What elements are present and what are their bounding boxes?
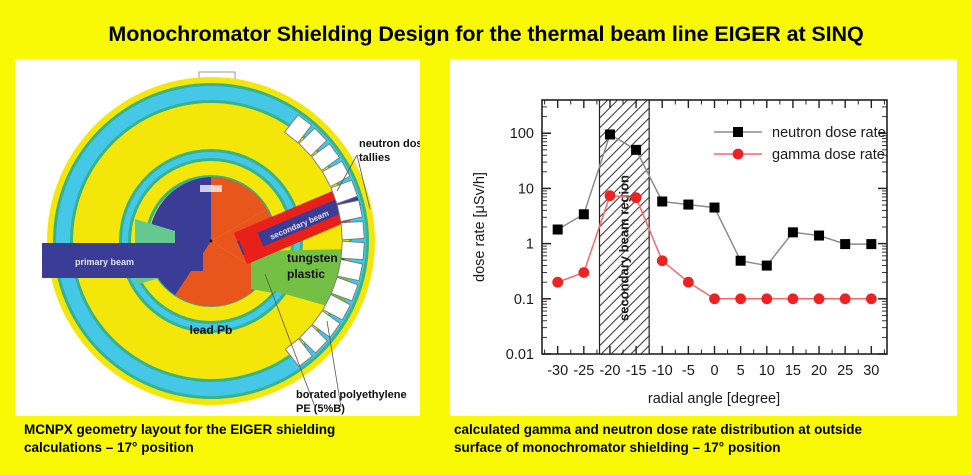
x-tick-label: 25 (837, 363, 853, 379)
data-point-gamma (656, 255, 668, 267)
data-point-neutron (761, 260, 772, 271)
legend-label-gamma: gamma dose rate (772, 147, 885, 163)
tungsten-plastic-wedge (253, 249, 353, 311)
y-tick-label: 1 (526, 237, 534, 253)
neutron-tallies-label-line2: tallies (359, 152, 390, 164)
page-title: Monochromator Shielding Design for the t… (108, 22, 864, 46)
x-tick-label: 15 (785, 363, 801, 379)
lead-label: lead Pb (190, 323, 233, 337)
data-point-neutron (631, 144, 642, 155)
x-tick-label: -10 (652, 363, 673, 379)
dose-rate-chart-panel: secondary beam region -30 -25 -20 -15 -10 -5 0… (450, 59, 957, 416)
tally-cell (321, 160, 351, 188)
data-point-gamma (578, 267, 590, 278)
drum-sector-orange-upper (211, 176, 267, 241)
right-caption-line2: surface of monochromator shielding – 17°… (454, 439, 781, 455)
dose-rate-chart: secondary beam region -30 -25 -20 -15 -10 -5 0… (450, 59, 957, 416)
data-point-neutron (552, 224, 563, 235)
x-tick-label: -15 (626, 363, 647, 379)
left-caption-line1: MCNPX geometry layout for the EIGER shie… (24, 422, 336, 437)
primary-beam-inner (133, 248, 203, 271)
x-tick-label: -5 (682, 363, 695, 379)
drum-sector-orange-bottom (175, 241, 253, 307)
legend-item-neutron: neutron dose rate (714, 125, 886, 141)
data-point-neutron (814, 230, 825, 241)
x-tick-label: 10 (759, 363, 775, 379)
tally-cell (340, 220, 365, 241)
x-tick-label: -20 (599, 363, 620, 379)
data-point-neutron (866, 239, 877, 250)
tally-cell (283, 114, 313, 144)
legend-marker-square (733, 127, 743, 137)
primary-beam-label: primary beam (75, 257, 134, 267)
secondary-beam-step (237, 228, 267, 263)
data-point-gamma (787, 293, 799, 305)
secondary-beam-region-label: secondary beam region (616, 175, 631, 321)
axis-ticks: -30 -25 -20 -15 -10 -5 0 5 10 15 20 25 30 0.01 0.1 1 10 1… (506, 99, 887, 379)
y-tick-label: 0.1 (514, 292, 534, 308)
data-point-gamma (604, 190, 616, 202)
data-point-neutron (604, 129, 615, 140)
y-tick-label: 10 (518, 181, 534, 197)
drum-slot (200, 185, 222, 192)
tally-cell (311, 143, 341, 172)
tungsten-plastic-label-line1: tungsten - (287, 251, 345, 265)
borated-pe-label-line2: PE (5%B) (296, 403, 345, 415)
neutron-dose-tally-array (283, 114, 365, 368)
tally-cell (340, 240, 365, 261)
data-point-neutron (578, 209, 589, 220)
drum-center-mark (209, 239, 213, 243)
x-tick-label: -25 (573, 363, 594, 379)
legend-marker-circle (732, 148, 744, 160)
neutron-tallies-label-line1: neutron dose (359, 138, 420, 150)
chart-legend: neutron dose rate gamma dose rate (714, 125, 886, 163)
x-tick-label: 5 (737, 363, 745, 379)
data-point-gamma (709, 293, 720, 305)
y-tick-label: 100 (510, 126, 534, 142)
data-point-neutron (683, 199, 694, 210)
y-axis-label: dose rate [μSv/h] (472, 172, 488, 282)
data-point-gamma (735, 293, 747, 305)
chart-background (450, 59, 957, 416)
leader-lines (264, 154, 371, 408)
data-point-neutron (657, 196, 668, 207)
right-caption-line1: calculated gamma and neutron dose rate d… (454, 422, 863, 437)
x-tick-label: 0 (710, 363, 718, 379)
tally-cell (336, 258, 364, 282)
legend-item-gamma: gamma dose rate (714, 147, 885, 163)
y-tick-label: 0.01 (506, 347, 534, 363)
left-caption-line2: calculations – 17° position (24, 439, 194, 455)
tungsten-plastic-label-line2: plastic (287, 267, 325, 281)
data-point-gamma (865, 293, 877, 305)
data-series-group (552, 129, 877, 305)
data-point-neutron (840, 239, 851, 250)
tally-cell (322, 293, 351, 321)
left-panel-caption: MCNPX geometry layout for the EIGER shie… (24, 421, 424, 457)
data-point-gamma (552, 276, 564, 288)
tally-cell (299, 324, 328, 354)
tally-cell (311, 310, 341, 339)
data-point-gamma (630, 192, 642, 204)
right-panel-caption: calculated gamma and neutron dose rate d… (454, 421, 954, 457)
legend-label-neutron: neutron dose rate (772, 125, 886, 141)
tally-cell (298, 127, 328, 157)
data-point-gamma (839, 293, 851, 305)
tally-cell (336, 199, 363, 223)
data-point-neutron (787, 227, 798, 238)
secondary-beam-channel (237, 191, 361, 256)
tally-cell (330, 276, 359, 302)
data-point-neutron (709, 202, 720, 213)
data-point-gamma (813, 293, 825, 305)
mcnpx-geometry-panel: primary beam tungsten - plastic secondar… (15, 59, 420, 416)
borated-pe-label-line1: borated polyethylene (296, 389, 407, 401)
x-tick-label: -30 (547, 363, 568, 379)
x-axis-label: radial angle [degree] (648, 391, 780, 407)
data-point-gamma (682, 276, 694, 288)
x-tick-label: 30 (863, 363, 879, 379)
x-tick-label: 20 (811, 363, 827, 379)
data-point-neutron (735, 255, 746, 266)
data-point-gamma (761, 293, 773, 305)
mcnpx-geometry-diagram: primary beam tungsten - plastic secondar… (42, 71, 420, 415)
